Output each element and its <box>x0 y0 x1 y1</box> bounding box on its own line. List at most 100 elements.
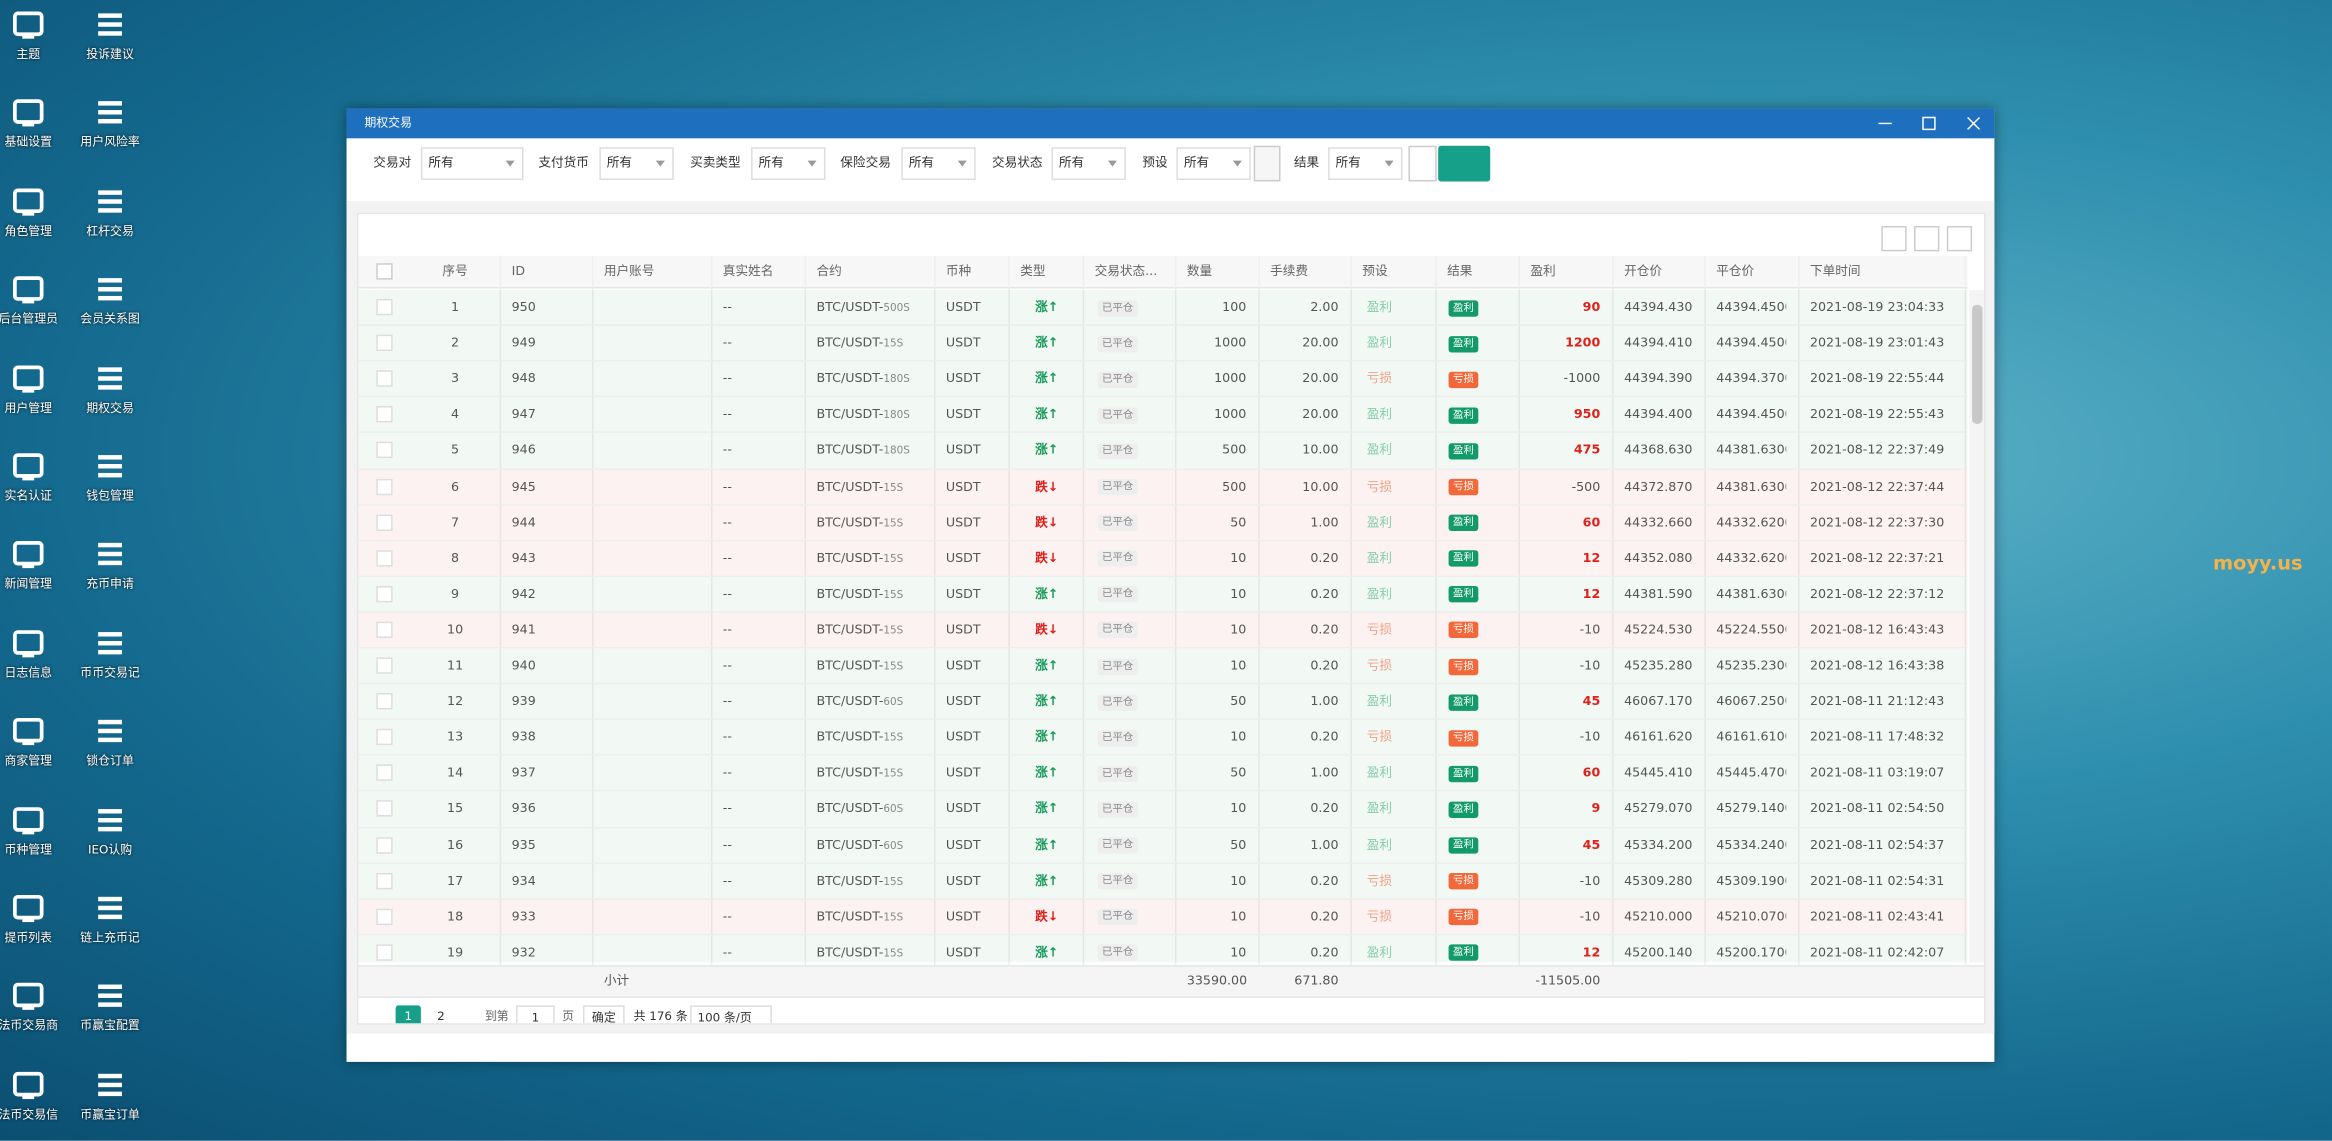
desktop-icon[interactable]: 法币交易商 <box>0 978 70 1046</box>
row-checkbox[interactable] <box>376 944 393 961</box>
row-checkbox[interactable] <box>376 370 393 387</box>
desktop-icon[interactable]: 链上充币记 <box>68 889 151 957</box>
desktop-icon[interactable]: 日志信息 <box>0 624 70 692</box>
desktop-icon[interactable]: 币种管理 <box>0 801 70 869</box>
window-controls[interactable] <box>1864 109 1995 139</box>
row-checkbox[interactable] <box>376 621 393 638</box>
column-divider <box>1082 255 1085 972</box>
status-chip: 已平仓 <box>1097 765 1138 782</box>
row-checkbox[interactable] <box>376 800 393 818</box>
next-page[interactable] <box>460 1005 478 1023</box>
column-header[interactable]: 平仓价 <box>1716 264 1755 280</box>
row-tint <box>358 791 1968 828</box>
filter-select[interactable]: 所有 <box>1176 147 1251 180</box>
cell: -10 <box>1579 622 1601 638</box>
desktop-icon[interactable]: 实名认证 <box>0 448 70 516</box>
row-checkbox[interactable] <box>376 764 393 782</box>
cell: 14 <box>447 766 464 782</box>
row-checkbox[interactable] <box>376 908 393 925</box>
column-header[interactable]: 数量 <box>1186 264 1213 280</box>
page-number[interactable]: 2 <box>437 1009 445 1024</box>
desktop-icon[interactable]: 基础设置 <box>0 94 70 162</box>
desktop-icon[interactable]: 用户管理 <box>0 359 70 427</box>
column-header[interactable]: 币种 <box>945 264 972 280</box>
toolbar-button[interactable] <box>1946 226 1973 252</box>
toolbar-button[interactable] <box>1881 226 1907 252</box>
cell: -- <box>722 658 732 674</box>
row-tint <box>358 469 1968 506</box>
desktop-icon[interactable]: 期权交易 <box>68 359 151 427</box>
prev-page[interactable] <box>370 1005 388 1023</box>
filter-select[interactable]: 所有 <box>1328 147 1403 180</box>
row-checkbox[interactable] <box>376 406 393 423</box>
row-checkbox[interactable] <box>376 872 393 889</box>
column-header[interactable]: 盈利 <box>1530 264 1556 280</box>
row-checkbox[interactable] <box>376 478 393 495</box>
desktop-icon[interactable]: IEO认购 <box>68 801 151 869</box>
column-header[interactable]: 开仓价 <box>1624 264 1663 280</box>
row-checkbox[interactable] <box>376 549 393 567</box>
cell: 8 <box>451 551 460 567</box>
row-checkbox[interactable] <box>376 334 393 352</box>
page-size[interactable]: 100 条/页 <box>690 1005 772 1024</box>
cell: 0.20 <box>1310 622 1339 638</box>
desktop-icon[interactable]: 法币交易信 <box>0 1066 70 1134</box>
column-header[interactable]: 结果 <box>1447 264 1473 280</box>
desktop-icon[interactable]: 会员关系图 <box>68 271 151 339</box>
column-header[interactable]: 交易状态... <box>1094 264 1158 280</box>
filter-select[interactable]: 所有 <box>901 147 976 180</box>
column-header[interactable]: 真实姓名 <box>722 264 774 280</box>
desktop-icon[interactable]: 后台管理员 <box>0 271 70 339</box>
row-checkbox[interactable] <box>376 836 393 853</box>
column-header[interactable]: 类型 <box>1020 264 1046 280</box>
desktop-icon[interactable]: 钱包管理 <box>68 448 151 516</box>
column-header[interactable]: 序号 <box>442 264 468 280</box>
desktop-icon[interactable]: 锁仓订单 <box>68 713 151 781</box>
desktop-icon[interactable]: 杠杆交易 <box>68 183 151 251</box>
icon-label: 充币申请 <box>86 577 134 592</box>
desktop-icon[interactable]: 用户风险率 <box>68 94 151 162</box>
desktop-icon[interactable]: 投诉建议 <box>68 6 151 74</box>
row-checkbox[interactable] <box>376 298 393 316</box>
cell: 2021-08-11 21:12:43 <box>1809 694 1945 710</box>
expand-button[interactable] <box>1408 145 1437 182</box>
column-header[interactable]: 用户账号 <box>603 264 655 280</box>
scrollbar[interactable] <box>1969 290 1984 963</box>
row-checkbox[interactable] <box>376 729 393 746</box>
column-header[interactable]: 合约 <box>816 264 842 280</box>
column-header[interactable]: 手续费 <box>1270 264 1309 280</box>
header-checkbox[interactable] <box>376 263 393 280</box>
column-header[interactable]: 下单时间 <box>1809 264 1861 280</box>
row-checkbox[interactable] <box>376 513 393 531</box>
search-button[interactable] <box>1438 145 1491 182</box>
row-checkbox[interactable] <box>376 442 393 459</box>
desktop-icon[interactable]: 主题 <box>0 6 70 74</box>
page-number[interactable]: 1 <box>395 1005 421 1024</box>
settings-button[interactable] <box>1253 145 1281 182</box>
goto-input[interactable]: 1 <box>516 1005 555 1024</box>
desktop-icon[interactable]: 币币交易记 <box>68 624 151 692</box>
column-header[interactable]: 预设 <box>1362 264 1388 280</box>
desktop-icon[interactable]: 充币申请 <box>68 536 151 604</box>
confirm-button[interactable]: 确定 <box>582 1005 625 1024</box>
cell: 45200.1700 <box>1716 945 1787 961</box>
scroll-thumb[interactable] <box>1972 304 1983 424</box>
filter-select[interactable]: 所有 <box>420 147 524 180</box>
desktop-icon[interactable]: 币赢宝订单 <box>68 1066 151 1134</box>
row-checkbox[interactable] <box>376 657 393 674</box>
column-header[interactable]: ID <box>511 264 526 280</box>
desktop-icon[interactable]: 商家管理 <box>0 713 70 781</box>
desktop-icon[interactable]: 角色管理 <box>0 183 70 251</box>
filter-select[interactable]: 所有 <box>1051 147 1126 180</box>
filter-select[interactable]: 所有 <box>599 147 674 180</box>
filter-select[interactable]: 所有 <box>751 147 826 180</box>
desktop-icon[interactable]: 提币列表 <box>0 889 70 957</box>
cell: USDT <box>945 802 981 818</box>
desktop-icon[interactable]: 新闻管理 <box>0 536 70 604</box>
toolbar-button[interactable] <box>1914 226 1940 252</box>
preset: 亏损 <box>1366 909 1393 925</box>
desktop-icon[interactable]: 币赢宝配置 <box>68 978 151 1046</box>
row-checkbox[interactable] <box>376 693 393 710</box>
row-line <box>358 503 1968 506</box>
row-checkbox[interactable] <box>376 585 393 603</box>
